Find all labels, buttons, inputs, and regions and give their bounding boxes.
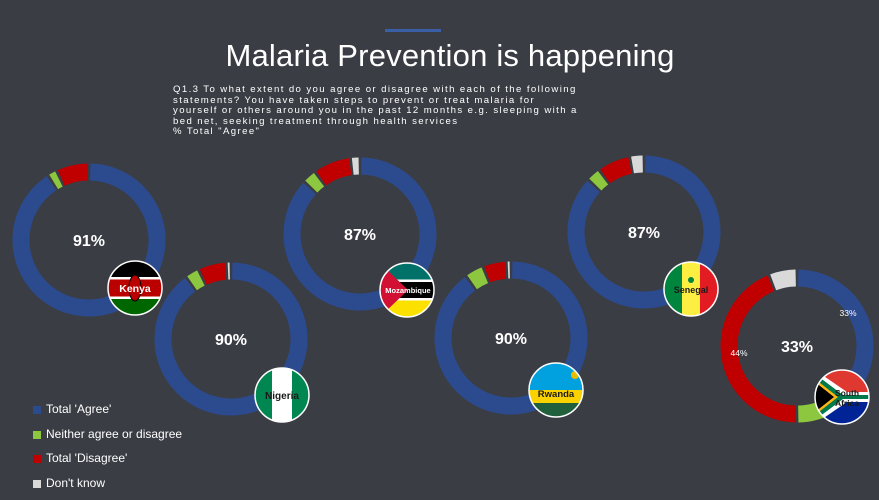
slice-label-disagree: 44% <box>730 348 747 358</box>
donut-center-label: 87% <box>344 227 376 244</box>
kenya-flag: Kenya <box>108 261 162 315</box>
legend-item-neither: Neither agree or disagree <box>33 427 182 452</box>
rwanda-flag-label: Rwanda <box>538 389 575 400</box>
donut-center-label: 91% <box>73 233 105 250</box>
donut-slice-agree <box>798 278 865 378</box>
legend-item-agree: Total 'Agree' <box>33 402 182 427</box>
donut-slice-disagree <box>487 270 505 274</box>
legend: Total 'Agree' Neither agree or disagree … <box>33 402 182 500</box>
donut-center-label: 33% <box>781 339 813 356</box>
south-africa-flag-label-line2: Africa <box>835 398 859 408</box>
donut-slice-neither <box>595 178 603 185</box>
mozambique-flag: Mozambique <box>380 263 434 317</box>
donut-slice-disagree <box>605 165 630 176</box>
nigeria-flag-label: Nigeria <box>265 391 299 402</box>
donut-slice-dont-know <box>633 164 643 165</box>
donut-slice-neither <box>192 278 201 283</box>
senegal-flag: Senegal <box>664 262 718 316</box>
legend-swatch <box>33 480 41 488</box>
senegal-flag-label: Senegal <box>674 285 709 295</box>
legend-swatch <box>33 455 41 463</box>
donut-center-label: 87% <box>628 225 660 242</box>
donut-slice-disagree <box>203 271 225 277</box>
legend-label: Don't know <box>46 476 105 490</box>
donut-center-label: 90% <box>495 331 527 348</box>
south-africa-flag-label-line1: South <box>835 388 859 398</box>
donut-center-label: 90% <box>215 332 247 349</box>
south-africa-flag: South Africa <box>815 370 869 424</box>
kenya-flag-label: Kenya <box>119 283 151 295</box>
donut-slice-disagree <box>321 167 350 179</box>
donut-slice-neither <box>54 179 59 182</box>
nigeria-flag: Nigeria <box>255 368 309 422</box>
legend-item-disagree: Total 'Disagree' <box>33 451 182 476</box>
slice-label-agree: 33% <box>839 308 856 318</box>
legend-swatch <box>33 406 41 414</box>
donut-slice-disagree <box>61 172 88 178</box>
donut-slice-neither <box>311 180 319 187</box>
donut-slice-dont-know <box>773 278 796 282</box>
mozambique-flag-label: Mozambique <box>385 286 430 295</box>
legend-swatch <box>33 431 41 439</box>
legend-label: Total 'Agree' <box>46 402 111 416</box>
legend-label: Total 'Disagree' <box>46 451 127 465</box>
legend-label: Neither agree or disagree <box>46 427 182 441</box>
donut-slice-neither <box>472 275 485 282</box>
legend-item-dont-know: Don't know <box>33 476 182 500</box>
rwanda-flag: Rwanda <box>529 363 583 417</box>
